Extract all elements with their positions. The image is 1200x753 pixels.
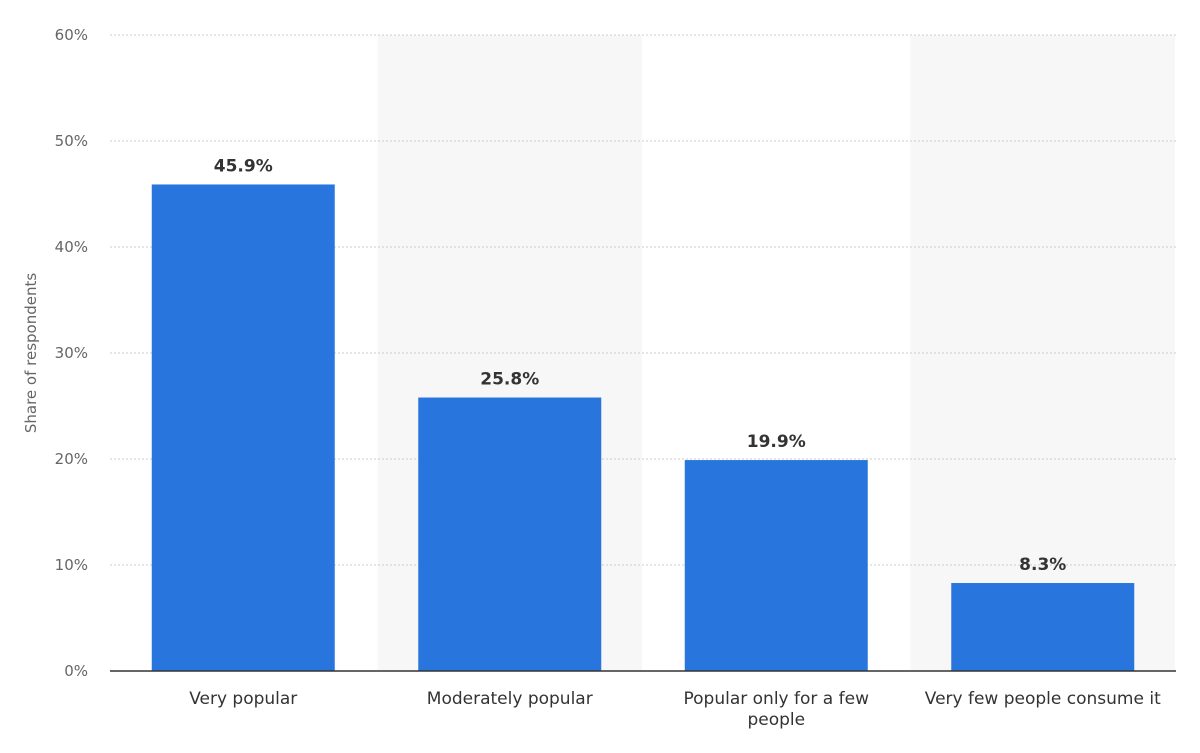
bar <box>418 397 602 671</box>
bar <box>951 583 1135 671</box>
y-tick-label: 60% <box>55 26 88 44</box>
y-tick-label: 50% <box>55 132 88 150</box>
y-tick-label: 30% <box>55 344 88 362</box>
y-axis-ticks: 0% 10% 20% 30% 40% 50% 60% <box>55 26 88 680</box>
y-tick-label: 10% <box>55 556 88 574</box>
bar <box>151 184 335 671</box>
data-label: 8.3% <box>1019 555 1066 575</box>
x-tick-label: Very popular <box>189 689 297 709</box>
x-tick-label: Very few people consume it <box>925 689 1161 709</box>
data-label: 45.9% <box>214 156 273 176</box>
x-tick-label: Popular only for a few people <box>684 689 870 730</box>
data-label: 25.8% <box>480 370 539 390</box>
category-labels: Very popular Moderately popular Popular on… <box>189 689 1161 730</box>
data-label: 19.9% <box>747 432 806 452</box>
y-tick-label: 20% <box>55 450 88 468</box>
data-labels: 45.9% 25.8% 19.9% 8.3% <box>214 156 1067 575</box>
y-axis-title: Share of respondents <box>22 273 40 434</box>
y-tick-label: 0% <box>64 662 88 680</box>
y-tick-label: 40% <box>55 238 88 256</box>
bar <box>684 460 868 671</box>
bars <box>151 184 1135 671</box>
x-tick-label: Moderately popular <box>427 689 593 709</box>
